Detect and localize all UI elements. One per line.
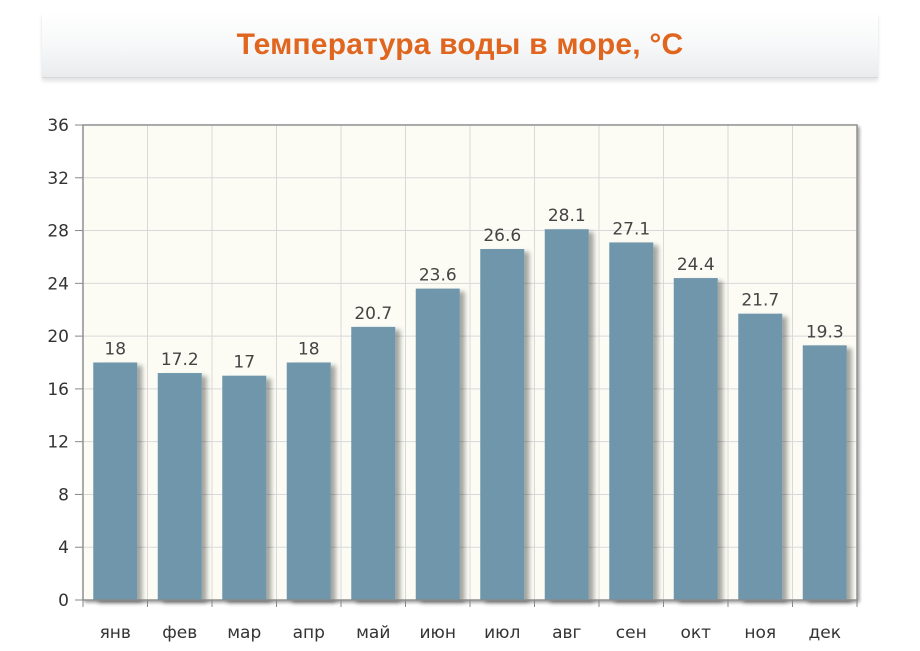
plot-frame <box>82 124 858 601</box>
chart-title: Температура воды в море, °C <box>236 28 684 61</box>
bar-июл <box>480 249 525 600</box>
data-label-дек: 19.3 <box>806 322 844 342</box>
x-tick-label-янв: янв <box>100 623 131 643</box>
x-tick-label-май: май <box>356 623 390 643</box>
x-tick-label-июн: июн <box>420 623 456 643</box>
x-tick-label-ноя: ноя <box>744 623 776 643</box>
y-tick-label: 32 <box>47 169 69 189</box>
bar-дек <box>802 345 847 600</box>
x-tick-label-июл: июл <box>484 623 520 643</box>
y-tick-label: 12 <box>47 433 69 453</box>
bar-июн <box>415 288 460 600</box>
data-label-июн: 23.6 <box>419 266 457 286</box>
chart-title-banner: Температура воды в море, °C <box>42 13 878 78</box>
bar-фев <box>157 373 202 600</box>
x-tick-label-авг: авг <box>552 623 581 643</box>
data-label-янв: 18 <box>104 340 126 360</box>
bar-мар <box>222 375 267 600</box>
data-label-мар: 17 <box>233 353 255 373</box>
y-tick-label: 36 <box>47 116 69 136</box>
y-tick-label: 8 <box>58 485 69 505</box>
data-label-июл: 26.6 <box>483 226 521 246</box>
x-tick-label-апр: апр <box>293 623 325 643</box>
data-label-апр: 18 <box>298 340 320 360</box>
data-label-окт: 24.4 <box>677 255 715 275</box>
y-tick-label: 28 <box>47 222 69 242</box>
x-tick-label-окт: окт <box>680 623 711 643</box>
x-tick-label-фев: фев <box>162 623 197 643</box>
x-tick-label-мар: мар <box>227 623 261 643</box>
x-tick-label-дек: дек <box>809 623 841 643</box>
plot-area: 0 4 8 12 16 20 24 28 32 36 18 янв 17.2 фев 17 мар 18 апр 2… <box>47 116 858 643</box>
data-label-сен: 27.1 <box>612 219 650 239</box>
y-tick-label: 4 <box>58 538 69 558</box>
bar-янв <box>93 362 138 600</box>
data-label-фев: 17.2 <box>161 350 199 370</box>
y-tick-label: 20 <box>47 327 69 347</box>
y-tick-label: 0 <box>58 591 69 611</box>
data-label-ноя: 21.7 <box>741 291 779 311</box>
bar-сен <box>609 242 654 601</box>
y-tick-label: 16 <box>47 380 69 400</box>
bar-окт <box>673 278 718 600</box>
x-tick-label-сен: сен <box>616 623 647 643</box>
bar-апр <box>286 362 331 600</box>
y-tick-label: 24 <box>47 274 69 294</box>
bar-ноя <box>738 313 783 600</box>
bar-авг <box>544 229 589 600</box>
data-label-май: 20.7 <box>354 304 392 324</box>
bar-май <box>351 326 396 600</box>
data-label-авг: 28.1 <box>548 206 586 226</box>
